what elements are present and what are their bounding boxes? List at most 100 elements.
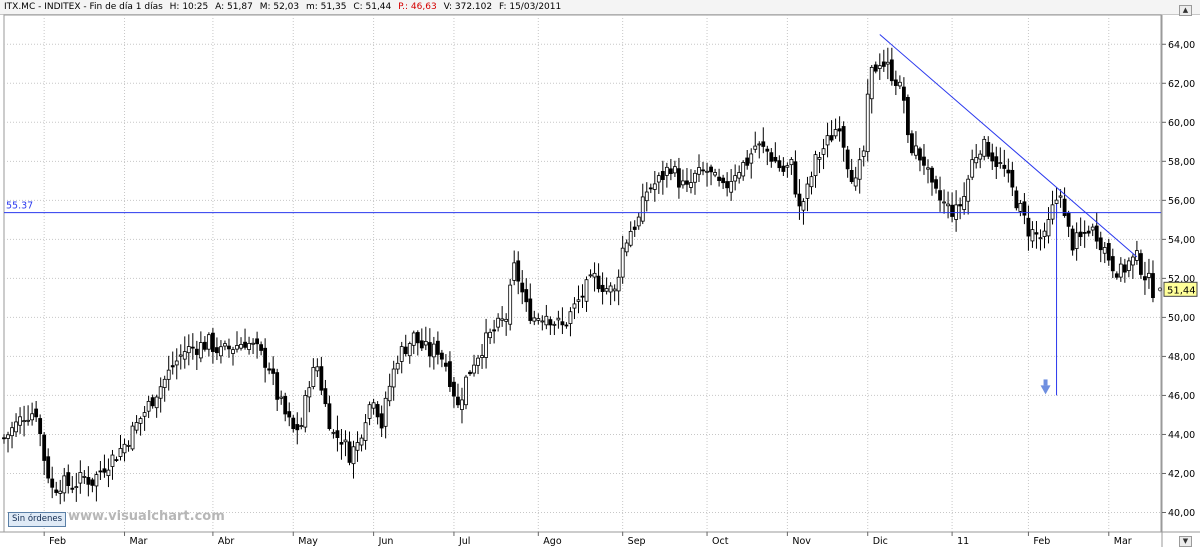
candle-body: [1098, 237, 1103, 251]
candle-body: [484, 332, 488, 358]
candle-body: [476, 357, 480, 366]
candle-body: [785, 165, 790, 168]
candle-body: [1070, 228, 1075, 251]
candle-body: [801, 201, 806, 211]
candle-body: [1026, 217, 1031, 237]
candle-body: [82, 476, 87, 478]
y-tick-label: 56,00: [1168, 196, 1195, 207]
scroll-up-icon[interactable]: ▲: [1179, 5, 1192, 16]
candle-body: [769, 152, 774, 162]
candle-body: [1110, 256, 1115, 272]
candle-body: [865, 93, 870, 153]
candle-body: [516, 260, 521, 282]
candle-body: [122, 443, 127, 454]
candle-body: [146, 400, 151, 412]
candle-body: [672, 166, 677, 174]
candle-body: [797, 193, 802, 207]
candle-body: [636, 216, 641, 227]
candle-body: [845, 149, 850, 170]
candle-body: [1114, 273, 1119, 278]
candle-body: [86, 477, 91, 485]
candle-body: [777, 160, 782, 169]
candle-body: [323, 388, 328, 405]
candle-body: [817, 157, 822, 160]
candle-body: [504, 318, 509, 322]
candle-body: [656, 175, 661, 183]
candle-body: [572, 303, 577, 309]
candle-body: [492, 329, 497, 332]
candle-body: [18, 416, 22, 426]
candle-body: [255, 338, 259, 345]
candle-body: [2, 437, 6, 440]
candle-body: [793, 161, 798, 195]
x-tick-label: Abr: [218, 536, 235, 547]
candle-body: [456, 396, 460, 406]
candle-body: [958, 204, 963, 207]
candle-body: [158, 386, 163, 399]
scroll-down-icon[interactable]: ▼: [1179, 536, 1192, 547]
candle-body: [291, 417, 296, 430]
candle-body: [488, 331, 493, 339]
candle-body: [307, 387, 312, 398]
candle-body: [379, 413, 384, 429]
grid-layer: [3, 14, 1162, 533]
candle-body: [375, 404, 380, 418]
x-tick-label: Ago: [543, 536, 562, 547]
candle-body: [1143, 276, 1147, 281]
arrow-down-icon-shaft: [1043, 379, 1048, 386]
candle-body: [215, 347, 219, 354]
candle-body: [1102, 247, 1107, 254]
candle-body: [1082, 232, 1087, 234]
candle-body: [182, 351, 187, 360]
candle-body: [70, 487, 75, 490]
candle-body: [1106, 243, 1111, 261]
candle-body: [978, 153, 983, 160]
candle-body: [452, 381, 456, 397]
high-value: M: 52,03: [259, 2, 300, 12]
last-price-dot: [1157, 287, 1163, 292]
status-badge[interactable]: Sin órdenes: [8, 512, 67, 527]
candle-body: [624, 242, 629, 253]
candle-body: [592, 272, 597, 278]
candle-body: [652, 183, 657, 190]
last-price-label: 51,44: [1167, 285, 1196, 296]
candle-body: [532, 317, 537, 322]
candle-body: [1054, 199, 1059, 204]
candle-body: [825, 135, 830, 146]
candle-body: [809, 176, 814, 188]
candle-body: [267, 368, 272, 371]
candle-body: [30, 413, 35, 421]
candle-body: [1042, 230, 1047, 237]
candle-body: [668, 168, 673, 174]
candle-body: [901, 86, 906, 101]
candle-body: [528, 298, 533, 321]
candle-body: [596, 275, 601, 290]
candle-body: [468, 371, 472, 375]
y-tick-label: 50,00: [1168, 313, 1195, 324]
candle-body: [568, 311, 573, 324]
candle-body: [198, 342, 203, 359]
candle-body: [781, 165, 786, 172]
candle-body: [1139, 253, 1143, 275]
candle-body: [1010, 169, 1015, 188]
candle-body: [729, 181, 734, 193]
annotation-layer: 55.37: [4, 34, 1161, 396]
candle-body: [415, 332, 420, 344]
x-tick-label: Sep: [628, 536, 646, 547]
candle-body: [110, 454, 115, 467]
candle-body: [166, 369, 171, 380]
candle-body: [383, 397, 388, 427]
candle-body: [78, 472, 83, 484]
candle-body: [138, 418, 143, 424]
candle-body: [211, 332, 215, 352]
candle-body: [926, 167, 930, 170]
candle-body: [950, 204, 954, 217]
candle-body: [1130, 256, 1135, 266]
candle-body: [271, 368, 276, 374]
candle-body: [355, 442, 360, 451]
candle-body: [556, 317, 561, 321]
candle-body: [813, 154, 818, 177]
candle-body: [275, 372, 280, 400]
candle-body: [472, 364, 476, 374]
